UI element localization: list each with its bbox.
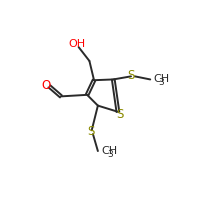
Text: S: S [116, 108, 123, 121]
Text: S: S [128, 69, 135, 82]
Text: CH: CH [102, 146, 118, 156]
Text: 3: 3 [159, 78, 164, 87]
Text: OH: OH [69, 39, 86, 49]
Text: O: O [41, 79, 50, 92]
Text: CH: CH [153, 74, 169, 84]
Text: S: S [87, 125, 95, 138]
Text: 3: 3 [107, 150, 113, 159]
